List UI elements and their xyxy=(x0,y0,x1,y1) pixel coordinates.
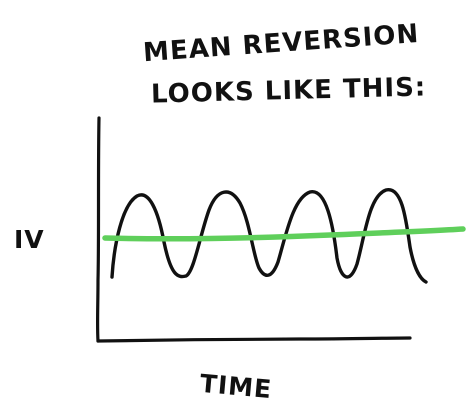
title-line-1: MEAN REVERSION xyxy=(142,19,420,68)
y-axis-label: IV xyxy=(14,225,45,254)
oscillating-series-line xyxy=(110,188,428,284)
x-axis-line xyxy=(96,336,412,343)
mean-level-line xyxy=(102,226,466,242)
title-line-2: LOOKS LIKE THIS: xyxy=(151,72,427,109)
y-axis-line xyxy=(95,116,101,343)
x-axis-label: TIME xyxy=(199,369,274,404)
